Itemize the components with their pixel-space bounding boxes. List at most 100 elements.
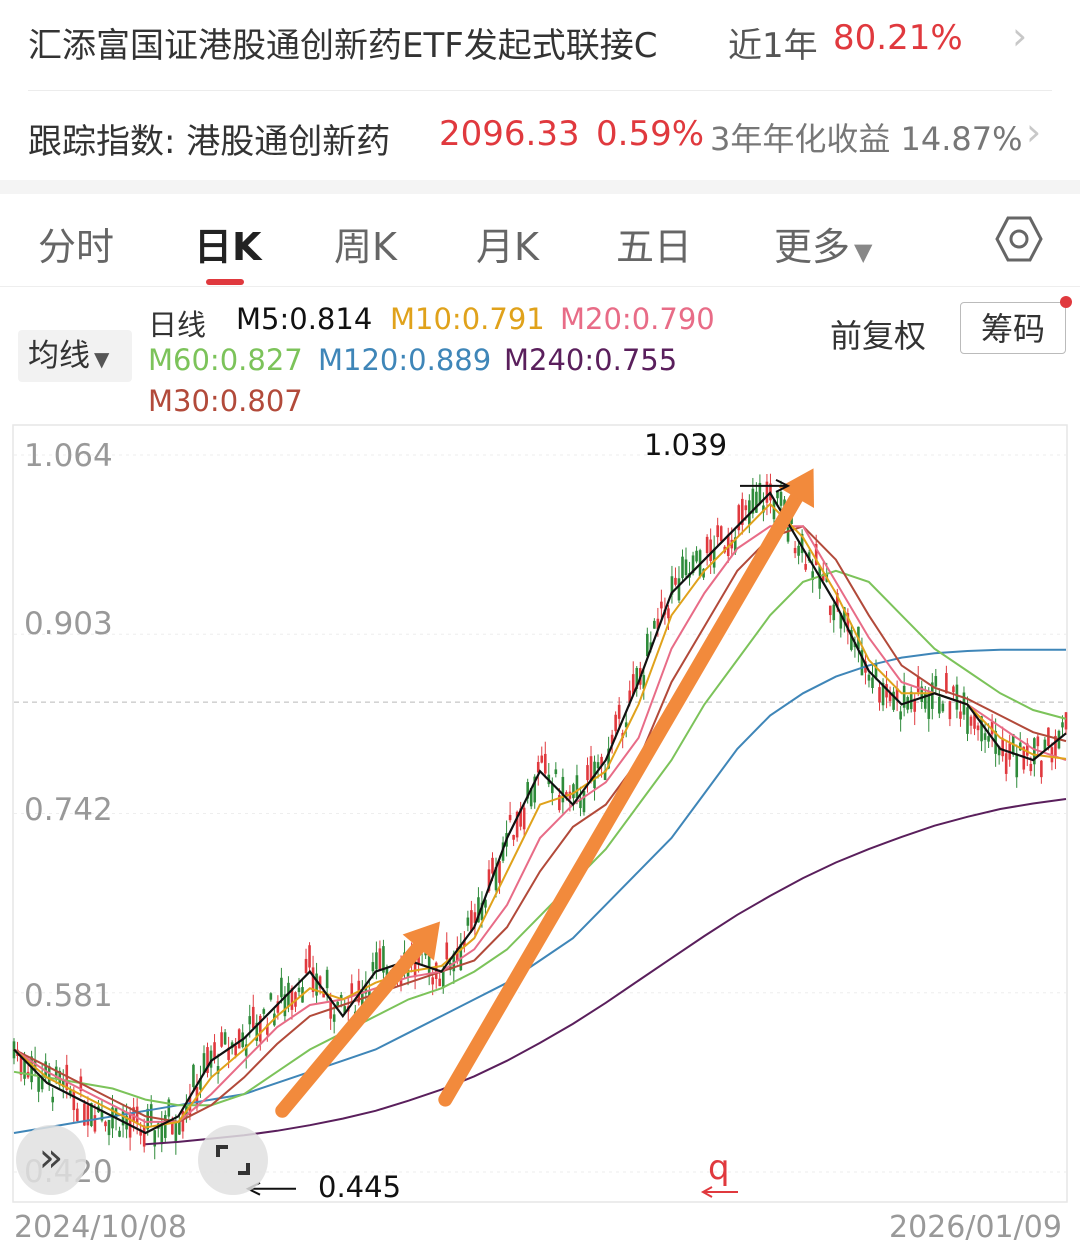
- candlestick: [1033, 737, 1036, 777]
- candlestick: [980, 715, 983, 752]
- ma-type-select[interactable]: 均线 ▼: [18, 330, 132, 382]
- candle-body: [733, 537, 737, 553]
- candle-body: [551, 784, 554, 794]
- candle-body: [1054, 735, 1057, 758]
- ma-line-m120: [13, 648, 1066, 1134]
- tab-more[interactable]: 更多 ▼: [774, 216, 872, 271]
- candle-body: [107, 1119, 111, 1136]
- candle-body: [586, 765, 589, 781]
- marker-label: q: [708, 1148, 730, 1188]
- tab-weekly[interactable]: 周K: [334, 225, 397, 269]
- hexagon-settings-icon[interactable]: [994, 214, 1044, 264]
- tab-intraday[interactable]: 分时: [38, 225, 115, 269]
- candle-body: [828, 605, 832, 616]
- candlestick: [938, 688, 941, 719]
- candlestick: [589, 745, 593, 784]
- candle-body: [712, 548, 716, 568]
- candle-body: [431, 977, 434, 985]
- candle-body: [19, 1052, 23, 1075]
- candle-body: [836, 592, 839, 608]
- candle-body: [758, 482, 762, 504]
- period-tabs: 分时 日K 周K 月K 五日 更多 ▼: [0, 194, 1080, 287]
- candle-body: [850, 629, 853, 650]
- candle-body: [427, 949, 431, 975]
- chip-distribution-button[interactable]: 筹码: [960, 302, 1066, 354]
- candle-body: [163, 1115, 167, 1138]
- candlestick: [681, 549, 684, 584]
- index-value: 2096.33: [439, 114, 580, 154]
- candlestick: [526, 778, 529, 804]
- candlestick: [695, 546, 698, 564]
- trend-arrow-shaft: [275, 935, 430, 1118]
- chevrons-right-icon[interactable]: »: [16, 1125, 86, 1195]
- ma-title: 日线: [148, 308, 207, 342]
- candlestick: [304, 948, 308, 975]
- candle-body: [776, 491, 779, 499]
- ma-select-label: 均线: [28, 338, 90, 374]
- candlestick: [631, 661, 635, 697]
- candle-body: [220, 1032, 223, 1047]
- candle-body: [290, 988, 294, 1010]
- adjust-mode[interactable]: 前复权: [830, 317, 927, 355]
- fullscreen-icon[interactable]: [198, 1125, 268, 1195]
- candle-body: [779, 491, 783, 506]
- candle-body: [631, 674, 635, 696]
- candle-body: [772, 500, 776, 520]
- candlestick: [76, 1102, 79, 1123]
- candle-body: [466, 917, 470, 926]
- candlestick: [1004, 741, 1008, 782]
- candlestick: [382, 939, 385, 979]
- chevron-right-icon[interactable]: ›: [1026, 110, 1042, 154]
- candlestick: [737, 503, 741, 537]
- tab-daily[interactable]: 日K: [194, 225, 262, 269]
- candlestick: [941, 700, 945, 714]
- candlestick: [892, 687, 895, 712]
- candlestick: [716, 517, 719, 547]
- candle-body: [892, 691, 895, 710]
- tab-five-day[interactable]: 五日: [616, 225, 693, 269]
- y-tick-label: 0.903: [24, 606, 113, 642]
- candle-body: [304, 958, 308, 973]
- candle-body: [691, 555, 695, 573]
- candlestick: [850, 625, 853, 652]
- candle-body: [343, 1006, 347, 1014]
- candlestick: [543, 741, 547, 779]
- candle-body: [646, 633, 649, 657]
- candle-body: [1040, 760, 1043, 778]
- candlestick: [976, 722, 980, 741]
- candle-body: [589, 756, 593, 781]
- candle-body: [582, 790, 586, 813]
- candle-body: [1001, 738, 1004, 757]
- candlestick: [251, 994, 255, 1029]
- candle-body: [33, 1059, 37, 1071]
- candle-body: [973, 714, 976, 729]
- ma-line-m5: [13, 491, 1067, 1135]
- candle-body: [969, 716, 973, 726]
- candlestick: [470, 900, 473, 933]
- candlestick: [118, 1126, 121, 1138]
- candlestick: [107, 1119, 111, 1146]
- candle-body: [473, 912, 477, 923]
- candle-body: [72, 1090, 76, 1111]
- candle-body: [456, 948, 459, 962]
- candlestick: [762, 492, 765, 522]
- candlestick: [797, 541, 800, 565]
- candle-body: [90, 1103, 93, 1127]
- candle-body: [867, 674, 871, 681]
- fund-header[interactable]: 汇添富国证港股通创新药ETF发起式联接C 近1年 80.21% ›: [0, 0, 1080, 88]
- candle-body: [332, 1014, 336, 1022]
- candlestick: [959, 700, 962, 727]
- y-tick-label: 0.742: [24, 792, 113, 828]
- candlestick: [30, 1050, 33, 1090]
- candle-body: [871, 677, 874, 688]
- candlestick: [952, 684, 955, 701]
- chevron-right-icon[interactable]: ›: [1012, 14, 1028, 58]
- candlestick: [234, 1037, 237, 1059]
- candlestick: [146, 1103, 149, 1136]
- candle-body: [811, 571, 814, 581]
- candle-body: [438, 978, 442, 987]
- candle-body: [508, 814, 512, 821]
- candle-body: [1064, 712, 1068, 730]
- tab-monthly[interactable]: 月K: [476, 225, 539, 269]
